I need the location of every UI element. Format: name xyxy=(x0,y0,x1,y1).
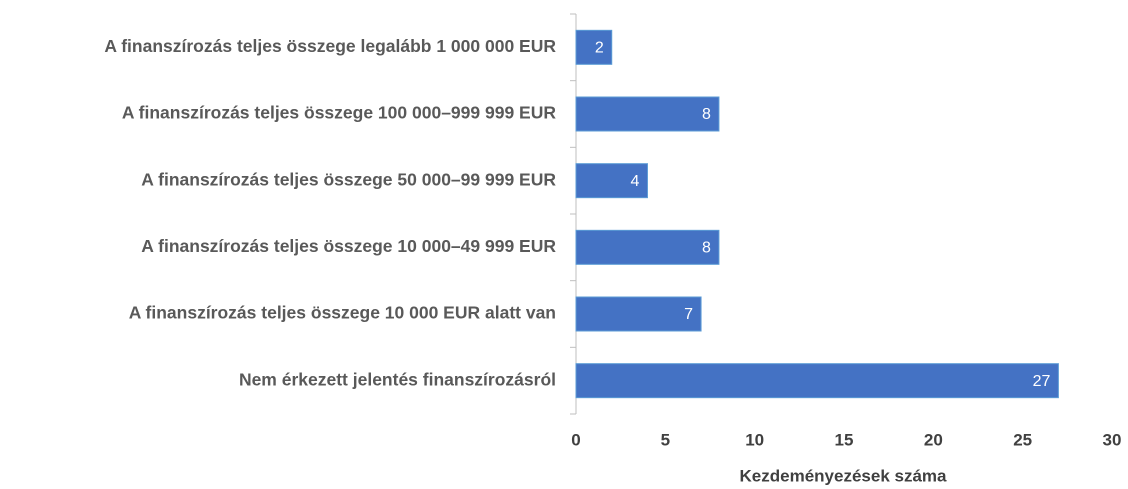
y-tick-label: A finanszírozás teljes összege 10 000 EU… xyxy=(129,303,556,323)
x-tick-label: 30 xyxy=(1103,430,1122,449)
data-label: 7 xyxy=(684,306,693,323)
data-label: 2 xyxy=(595,40,604,57)
y-tick-label: A finanszírozás teljes összege 10 000–49… xyxy=(141,236,556,256)
y-tick-label: Nem érkezett jelentés finanszírozásról xyxy=(239,369,556,389)
x-tick-label: 20 xyxy=(924,430,943,449)
x-tick-label: 0 xyxy=(571,430,580,449)
y-tick-label: A finanszírozás teljes összege 100 000–9… xyxy=(122,103,557,123)
y-tick-label: A finanszírozás teljes összege legalább … xyxy=(104,36,556,56)
x-tick-label: 5 xyxy=(661,430,670,449)
bar xyxy=(575,229,720,265)
data-label: 4 xyxy=(631,173,640,190)
bar xyxy=(575,96,720,132)
x-tick-label: 10 xyxy=(745,430,764,449)
bar xyxy=(575,163,648,199)
x-axis-title: Kezdeményezések száma xyxy=(740,466,948,485)
x-tick-label: 15 xyxy=(835,430,854,449)
data-label: 8 xyxy=(702,106,711,123)
bar xyxy=(575,296,702,332)
data-label: 8 xyxy=(702,240,711,257)
x-tick-label: 25 xyxy=(1013,430,1032,449)
y-tick-label: A finanszírozás teljes összege 50 000–99… xyxy=(141,169,556,189)
data-label: 27 xyxy=(1033,373,1051,390)
bar xyxy=(575,363,1059,399)
bar xyxy=(575,29,613,65)
